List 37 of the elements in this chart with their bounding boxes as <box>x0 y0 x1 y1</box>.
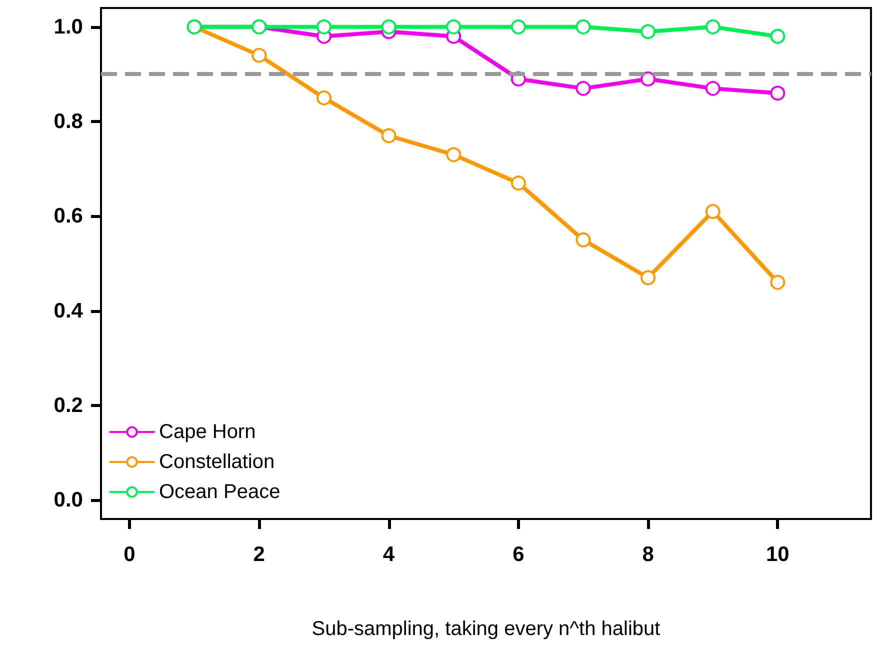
legend-label: Ocean Peace <box>159 481 280 503</box>
point <box>381 128 396 144</box>
legend-label: Cape Horn <box>159 421 256 443</box>
point <box>576 80 591 96</box>
y-tick-label: 0.0 <box>54 488 83 512</box>
point <box>576 19 591 34</box>
point <box>446 147 462 162</box>
point <box>381 19 396 34</box>
point <box>510 19 526 34</box>
point <box>446 19 462 34</box>
y-tick-label: 0.2 <box>54 394 83 417</box>
x-tick-label: 8 <box>642 543 654 566</box>
point <box>640 24 656 40</box>
point <box>316 90 332 106</box>
point <box>252 48 267 63</box>
y-tick-label: 0.6 <box>54 204 83 228</box>
point <box>316 19 332 34</box>
x-tick-label: 0 <box>124 543 136 566</box>
point <box>576 232 591 248</box>
x-tick-label: 4 <box>382 543 395 566</box>
x-tick-label: 10 <box>766 543 790 566</box>
x-axis-title: Sub-sampling, taking every n^th halibut <box>312 618 661 640</box>
point <box>770 86 786 101</box>
point <box>640 71 656 86</box>
point <box>705 204 720 219</box>
point <box>640 270 656 286</box>
legend-label: Constellation <box>159 451 275 473</box>
point <box>770 28 786 44</box>
point <box>510 176 526 191</box>
x-tick-label: 2 <box>253 543 265 566</box>
point <box>770 274 786 290</box>
y-tick-label: 1.0 <box>54 15 83 38</box>
y-tick-label: 0.8 <box>54 110 84 134</box>
x-tick-label: 6 <box>512 543 524 566</box>
point <box>705 19 720 34</box>
y-tick-label: 0.4 <box>54 299 84 322</box>
point <box>705 80 720 96</box>
